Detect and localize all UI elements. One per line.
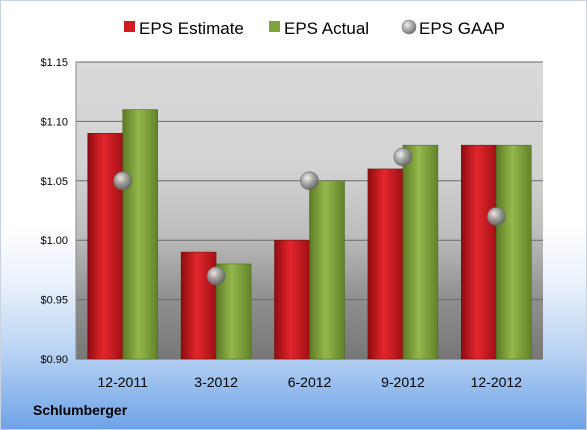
bar-eps-estimate <box>180 251 217 360</box>
x-axis: 12-2011 3-2012 6-2012 9-2012 12-2012 <box>98 374 523 390</box>
bar-eps-estimate <box>367 168 404 360</box>
legend-swatch-eps-actual <box>269 21 280 32</box>
bar-eps-estimate <box>461 144 497 360</box>
legend: EPS Estimate EPS Actual EPS GAAP <box>124 19 505 38</box>
legend-label: EPS GAAP <box>419 19 505 38</box>
x-tick-label: 9-2012 <box>381 374 425 390</box>
bar-eps-actual <box>496 144 532 360</box>
legend-swatch-eps-gaap <box>401 19 417 35</box>
bar-eps-actual <box>309 180 345 360</box>
legend-swatch-eps-estimate <box>124 21 135 32</box>
x-tick-label: 3-2012 <box>194 374 238 390</box>
company-label: Schlumberger <box>33 402 128 418</box>
marker-eps-gaap <box>300 171 319 191</box>
y-tick-label: $0.90 <box>40 354 68 366</box>
bar-eps-estimate <box>274 239 310 360</box>
y-axis: $0.90 $0.95 $1.00 $1.05 $1.10 $1.15 <box>40 57 77 366</box>
y-tick-label: $0.95 <box>40 295 68 307</box>
marker-eps-gaap <box>486 207 506 226</box>
y-tick-label: $1.15 <box>40 57 68 69</box>
bar-eps-estimate <box>87 133 123 360</box>
bar-eps-actual <box>402 144 439 360</box>
legend-label: EPS Estimate <box>139 19 244 38</box>
bar-eps-actual <box>122 109 158 360</box>
y-tick-label: $1.00 <box>40 235 68 247</box>
gaap-markers <box>113 147 506 286</box>
x-tick-label: 6-2012 <box>288 374 332 390</box>
x-tick-label: 12-2012 <box>471 374 523 390</box>
bars <box>87 109 532 360</box>
marker-eps-gaap <box>206 266 226 286</box>
legend-label: EPS Actual <box>284 19 369 38</box>
marker-eps-gaap <box>113 171 132 191</box>
y-tick-label: $1.10 <box>40 116 68 128</box>
marker-eps-gaap <box>393 147 413 167</box>
x-tick-label: 12-2011 <box>98 374 149 390</box>
y-tick-label: $1.05 <box>40 176 68 188</box>
